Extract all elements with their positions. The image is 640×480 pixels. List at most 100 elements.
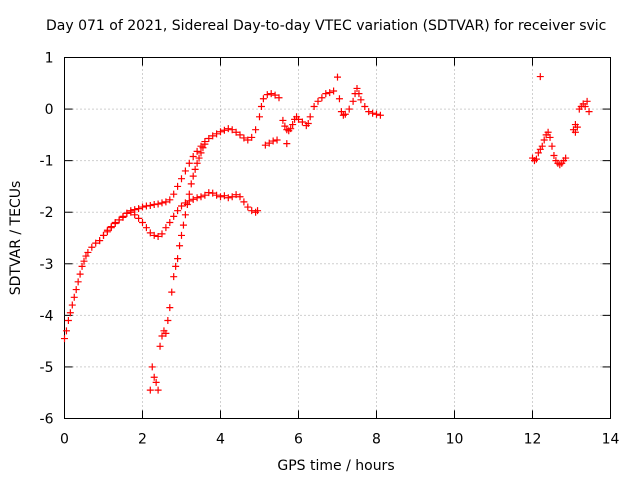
data-point [304, 120, 312, 128]
data-points [61, 73, 593, 394]
data-point [197, 149, 205, 157]
data-point [131, 211, 139, 219]
data-point [295, 115, 302, 123]
data-point [150, 373, 158, 381]
data-point [330, 87, 338, 95]
data-point [361, 102, 369, 110]
data-point [166, 196, 174, 204]
data-point [261, 141, 269, 149]
data-point [314, 97, 322, 105]
x-tick-label: 2 [138, 432, 147, 448]
data-point [178, 231, 185, 239]
data-point [88, 243, 96, 251]
data-point [170, 212, 178, 220]
data-point [176, 242, 184, 250]
data-point [244, 136, 252, 144]
data-point [257, 102, 265, 110]
data-point [298, 118, 306, 126]
y-tick-label: -5 [40, 360, 54, 376]
data-point [181, 211, 189, 219]
y-tick-label: -1 [40, 154, 54, 170]
data-point [107, 223, 115, 231]
data-point [179, 221, 187, 229]
data-point [64, 317, 72, 325]
data-point [201, 191, 209, 199]
data-point [224, 125, 232, 133]
data-point [156, 342, 164, 350]
data-point [279, 116, 287, 124]
data-point [66, 309, 74, 317]
data-point [369, 109, 377, 117]
data-point [197, 193, 205, 201]
y-tick-label: -3 [40, 257, 54, 273]
data-point [534, 149, 542, 157]
data-point [573, 123, 581, 131]
data-point [310, 102, 318, 110]
data-point [341, 110, 349, 118]
data-point [289, 121, 297, 129]
data-point [135, 205, 143, 213]
data-point [205, 134, 213, 142]
data-point [189, 195, 197, 203]
data-point [355, 90, 363, 98]
data-point [103, 226, 111, 234]
data-point [185, 197, 193, 205]
data-point [256, 113, 263, 121]
data-point [373, 110, 380, 118]
data-point [283, 140, 291, 148]
data-point [240, 134, 248, 142]
data-point [123, 209, 131, 217]
y-tick-label: 1 [45, 51, 54, 67]
data-point [326, 89, 334, 97]
data-point [213, 191, 221, 199]
data-point [195, 154, 203, 162]
data-point [166, 219, 174, 227]
data-point [254, 207, 262, 215]
data-point [263, 91, 271, 99]
data-point [170, 273, 178, 281]
data-point [80, 257, 88, 265]
data-point [334, 73, 341, 81]
data-point [306, 113, 314, 121]
x-tick-label: 8 [372, 432, 381, 448]
data-point [544, 128, 552, 136]
data-point [189, 172, 197, 180]
data-point [353, 84, 361, 92]
data-point [259, 95, 267, 103]
data-point [178, 175, 185, 183]
data-point [142, 224, 150, 232]
data-point [181, 167, 189, 175]
data-point [74, 278, 82, 286]
data-point [228, 193, 236, 201]
data-point [209, 189, 217, 197]
data-point [550, 151, 558, 159]
data-point [583, 97, 591, 105]
data-point [96, 237, 104, 245]
data-point [376, 111, 384, 119]
data-point [240, 198, 248, 206]
data-point [248, 207, 256, 215]
data-point [220, 126, 228, 134]
data-point [213, 130, 221, 138]
data-point [271, 91, 279, 99]
data-point [111, 219, 119, 227]
data-point [252, 126, 260, 134]
data-point [236, 193, 244, 201]
data-point [82, 252, 90, 260]
data-point [209, 132, 217, 140]
data-point [562, 154, 570, 162]
data-point [185, 159, 193, 167]
data-point [154, 200, 162, 208]
data-point [581, 102, 589, 110]
data-point [217, 193, 224, 201]
data-point [281, 122, 289, 130]
data-point [199, 144, 207, 152]
data-point [236, 131, 244, 139]
data-point [335, 95, 343, 103]
data-point [139, 203, 146, 211]
data-point [148, 363, 156, 371]
y-tick-label: -6 [40, 412, 54, 428]
data-point [164, 317, 172, 325]
data-point [538, 142, 546, 150]
data-point [318, 94, 326, 102]
